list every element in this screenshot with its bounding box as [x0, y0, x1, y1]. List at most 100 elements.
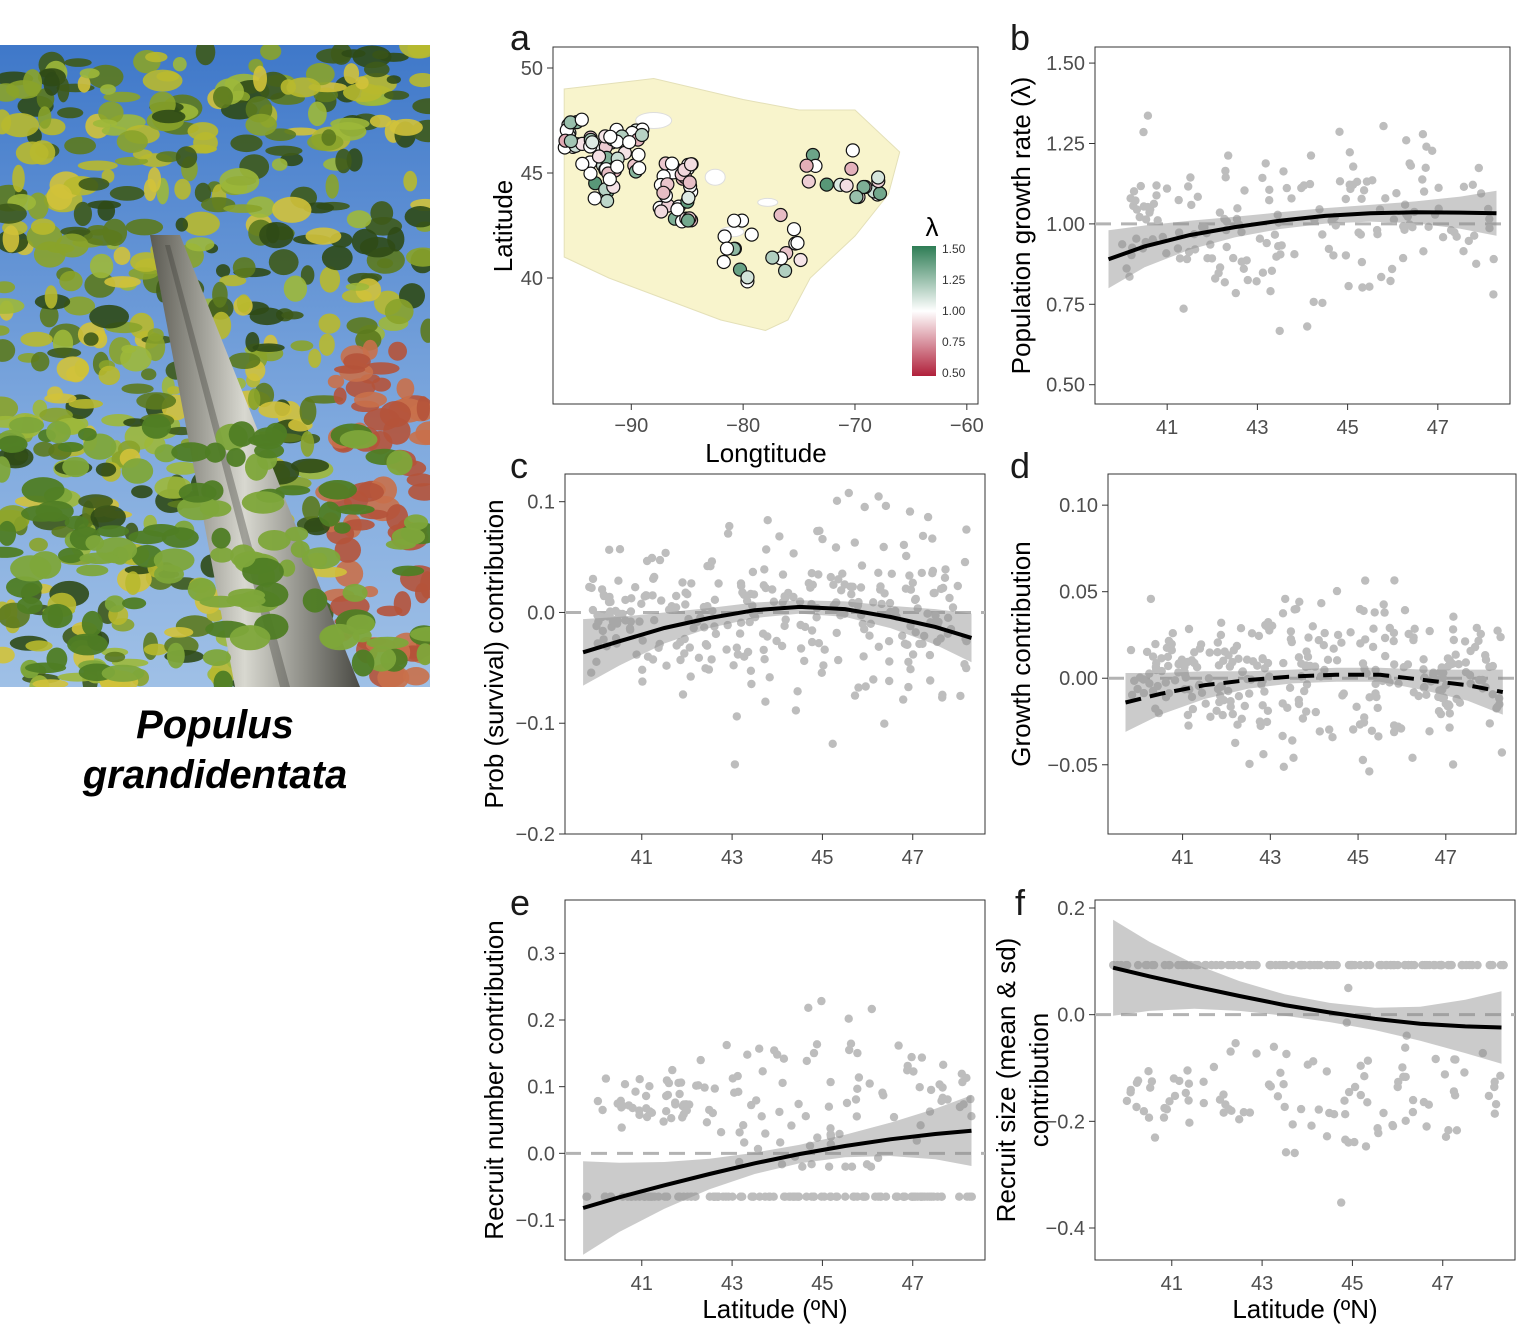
leaf: [388, 341, 407, 361]
data-point: [627, 594, 636, 603]
data-point: [1377, 272, 1386, 282]
leaf: [154, 444, 178, 463]
data-point: [1444, 1126, 1453, 1135]
site-point: [765, 250, 780, 265]
data-point: [1400, 225, 1409, 234]
data-point: [752, 1096, 761, 1105]
data-point: [1358, 659, 1368, 668]
data-point: [1408, 1107, 1418, 1117]
x-tick-label: 43: [1246, 417, 1268, 439]
data-point: [1298, 714, 1308, 723]
data-point: [1441, 1132, 1451, 1142]
panel-f-recruit-size: 41 43 45 47 −0.4 −0.2 0.0 0.2 f Recruit size (mea…: [991, 882, 1516, 1324]
data-point: [710, 1084, 719, 1093]
data-point: [1496, 632, 1505, 642]
data-point: [809, 1192, 819, 1201]
data-point: [1422, 1122, 1431, 1131]
leaf: [257, 530, 291, 551]
data-point: [1459, 182, 1469, 191]
scatter-points: [582, 996, 976, 1201]
data-point: [846, 1039, 856, 1048]
site-point: [610, 159, 625, 174]
data-point: [817, 996, 826, 1006]
data-point: [1217, 960, 1226, 970]
leaf: [116, 130, 148, 153]
data-point: [1393, 1082, 1402, 1092]
data-point: [1485, 214, 1494, 224]
panel-d-growth: 41 43 45 47 −0.05 0.00 0.05 0.10 d Growth contrib…: [1006, 445, 1517, 869]
data-point: [680, 649, 689, 658]
data-point: [1183, 1066, 1192, 1075]
data-point: [1148, 652, 1158, 661]
data-point: [1405, 159, 1414, 168]
leaf: [318, 480, 358, 500]
data-point: [1476, 189, 1486, 198]
leaf: [89, 253, 114, 279]
data-point: [593, 1096, 603, 1106]
leaf: [352, 628, 372, 643]
leaf: [392, 565, 425, 577]
data-point: [655, 639, 664, 649]
data-point: [1262, 717, 1272, 727]
data-point: [768, 585, 777, 594]
data-point: [730, 760, 740, 769]
leaf: [57, 107, 84, 119]
data-point: [1378, 676, 1387, 686]
data-point: [1209, 1062, 1219, 1072]
data-point: [907, 1052, 916, 1062]
leaf: [386, 75, 401, 84]
data-point: [700, 623, 709, 632]
data-point: [1486, 960, 1495, 970]
leaf: [73, 201, 92, 226]
data-point: [1461, 658, 1471, 667]
data-point: [1158, 232, 1168, 242]
data-point: [1199, 1098, 1209, 1108]
data-point: [689, 623, 698, 633]
data-point: [599, 635, 608, 644]
y-axis-title: Population growth rate (λ): [1006, 77, 1036, 375]
data-point: [1132, 234, 1141, 243]
data-point: [1220, 214, 1229, 224]
data-point: [1379, 600, 1388, 609]
data-point: [931, 611, 940, 620]
data-point: [941, 565, 950, 574]
data-point: [1385, 678, 1394, 687]
data-point: [1260, 664, 1270, 673]
data-point: [1346, 628, 1355, 637]
data-point: [1369, 624, 1378, 633]
data-point: [1203, 254, 1212, 263]
data-point: [802, 1192, 811, 1201]
site-point: [591, 149, 607, 164]
data-point: [1363, 1098, 1372, 1107]
leaf: [0, 546, 24, 558]
leaf: [310, 566, 347, 578]
data-point: [1162, 249, 1171, 258]
x-tick-label: 47: [902, 847, 924, 869]
data-point: [1173, 244, 1183, 253]
data-point: [638, 665, 647, 674]
leaf: [305, 227, 342, 245]
data-point: [1313, 960, 1322, 970]
y-tick-label: 0.1: [527, 492, 555, 514]
data-point: [1380, 608, 1389, 617]
data-point: [903, 640, 912, 649]
data-point: [758, 1067, 767, 1076]
data-point: [1136, 181, 1146, 191]
data-point: [850, 691, 860, 700]
data-point: [709, 1192, 719, 1201]
panel-label: c: [510, 445, 528, 486]
species-caption: Populus grandidentata: [0, 700, 430, 800]
data-point: [1359, 606, 1368, 616]
leaf: [299, 397, 317, 425]
data-point: [824, 1162, 834, 1171]
data-point: [649, 574, 658, 583]
data-point: [1335, 127, 1344, 136]
leaf: [0, 520, 17, 546]
data-point: [642, 1104, 651, 1113]
data-point: [1317, 599, 1326, 608]
data-point: [1254, 631, 1264, 641]
data-point: [1305, 179, 1315, 189]
data-point: [1218, 710, 1227, 720]
confidence-band: [1113, 919, 1502, 1064]
data-point: [675, 1089, 684, 1099]
